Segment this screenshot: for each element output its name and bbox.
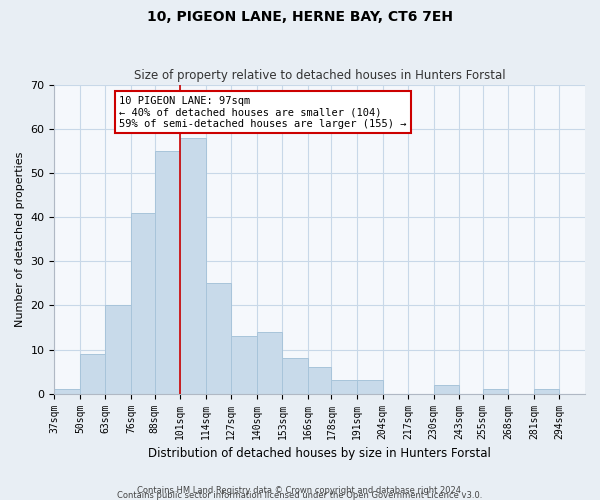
Bar xyxy=(131,212,155,394)
Text: Contains HM Land Registry data © Crown copyright and database right 2024.: Contains HM Land Registry data © Crown c… xyxy=(137,486,463,495)
Bar xyxy=(180,138,206,394)
Bar xyxy=(308,367,331,394)
Text: 10 PIGEON LANE: 97sqm
← 40% of detached houses are smaller (104)
59% of semi-det: 10 PIGEON LANE: 97sqm ← 40% of detached … xyxy=(119,96,407,129)
X-axis label: Distribution of detached houses by size in Hunters Forstal: Distribution of detached houses by size … xyxy=(148,447,491,460)
Bar xyxy=(206,284,231,394)
Title: Size of property relative to detached houses in Hunters Forstal: Size of property relative to detached ho… xyxy=(134,69,506,82)
Text: Contains public sector information licensed under the Open Government Licence v3: Contains public sector information licen… xyxy=(118,491,482,500)
Bar xyxy=(257,332,283,394)
Bar xyxy=(483,390,508,394)
Bar xyxy=(331,380,357,394)
Bar xyxy=(155,151,180,394)
Bar xyxy=(55,390,80,394)
Y-axis label: Number of detached properties: Number of detached properties xyxy=(15,152,25,327)
Bar xyxy=(434,385,459,394)
Bar xyxy=(534,390,559,394)
Bar xyxy=(80,354,106,394)
Text: 10, PIGEON LANE, HERNE BAY, CT6 7EH: 10, PIGEON LANE, HERNE BAY, CT6 7EH xyxy=(147,10,453,24)
Bar xyxy=(231,336,257,394)
Bar xyxy=(283,358,308,394)
Bar xyxy=(357,380,383,394)
Bar xyxy=(106,306,131,394)
